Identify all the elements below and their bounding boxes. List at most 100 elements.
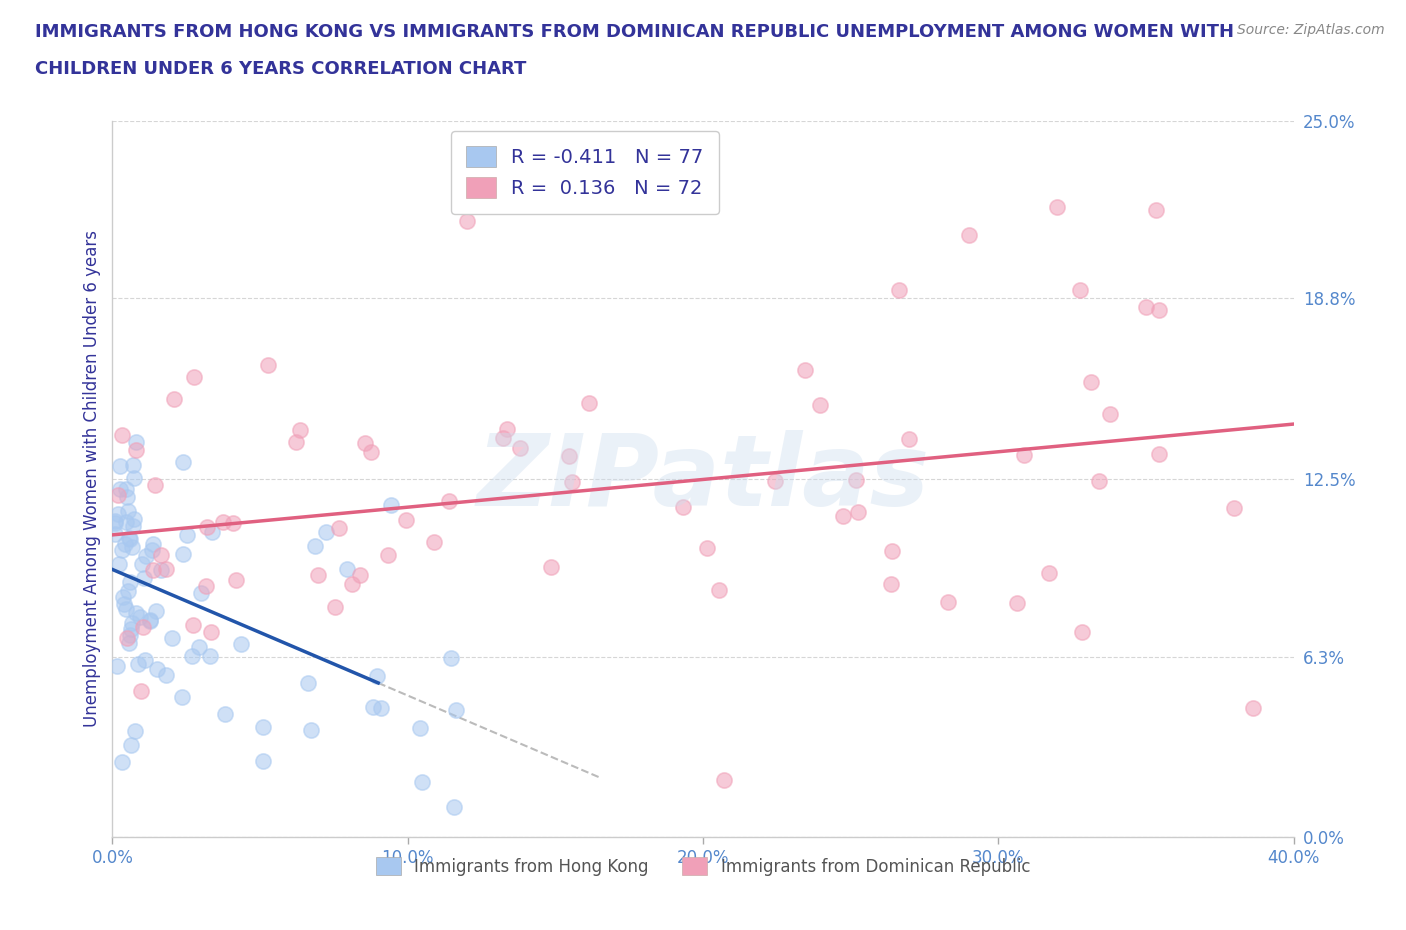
Point (492, 431, 515, 445)
Point (115, 490, 138, 505)
Point (181, 618, 204, 633)
Point (108, 556, 131, 571)
Point (107, 487, 129, 502)
Point (172, 455, 194, 470)
Point (229, 636, 252, 651)
Point (297, 675, 319, 690)
Point (377, 548, 399, 563)
Point (763, 474, 786, 489)
Point (149, 563, 172, 578)
Point (108, 458, 131, 473)
Point (115, 514, 138, 529)
Point (709, 583, 731, 598)
Point (155, 668, 177, 683)
Point (1080, 375, 1102, 390)
Point (127, 657, 149, 671)
Point (423, 534, 446, 549)
Point (936, 594, 959, 609)
Point (1241, 700, 1264, 715)
Point (793, 363, 815, 378)
Point (155, 562, 177, 577)
Point (1069, 283, 1091, 298)
Point (509, 441, 531, 456)
Point (118, 530, 141, 545)
Point (121, 539, 143, 554)
Point (104, 514, 127, 529)
Point (117, 503, 139, 518)
Legend: Immigrants from Hong Kong, Immigrants from Dominican Republic: Immigrants from Hong Kong, Immigrants fr… (370, 850, 1036, 883)
Point (880, 577, 903, 591)
Point (104, 526, 127, 541)
Point (194, 578, 217, 593)
Point (354, 436, 377, 451)
Point (115, 631, 138, 645)
Point (142, 537, 165, 551)
Point (443, 799, 465, 814)
Point (845, 472, 868, 487)
Point (141, 542, 163, 557)
Point (180, 648, 202, 663)
Point (360, 445, 382, 459)
Point (284, 434, 307, 449)
Point (328, 521, 350, 536)
Point (370, 700, 392, 715)
Point (195, 519, 218, 534)
Point (112, 596, 135, 611)
Point (139, 614, 162, 629)
Point (1012, 447, 1035, 462)
Point (380, 498, 402, 512)
Point (134, 653, 156, 668)
Point (456, 214, 478, 229)
Point (897, 432, 920, 446)
Point (160, 631, 183, 645)
Point (104, 515, 127, 530)
Point (117, 584, 139, 599)
Point (1038, 566, 1060, 581)
Point (200, 624, 222, 639)
Point (122, 519, 145, 534)
Point (561, 475, 583, 490)
Point (145, 604, 167, 618)
Point (409, 721, 432, 736)
Point (122, 458, 145, 472)
Point (131, 620, 153, 635)
Point (139, 613, 162, 628)
Point (1046, 199, 1069, 214)
Point (411, 775, 433, 790)
Point (578, 396, 600, 411)
Point (111, 542, 134, 557)
Point (437, 493, 460, 508)
Point (108, 482, 131, 497)
Point (880, 544, 903, 559)
Point (446, 703, 468, 718)
Point (1223, 500, 1246, 515)
Point (225, 573, 247, 588)
Point (135, 549, 157, 564)
Point (1144, 203, 1167, 218)
Point (163, 392, 186, 406)
Point (115, 482, 138, 497)
Point (118, 627, 141, 642)
Point (832, 509, 855, 524)
Point (114, 537, 136, 551)
Point (299, 723, 322, 737)
Point (214, 707, 236, 722)
Point (125, 605, 148, 620)
Point (115, 601, 138, 616)
Point (1005, 595, 1028, 610)
Point (713, 772, 735, 787)
Point (124, 724, 146, 738)
Point (496, 422, 519, 437)
Point (120, 622, 142, 637)
Point (257, 357, 280, 372)
Point (342, 577, 364, 591)
Point (124, 471, 146, 485)
Point (120, 737, 142, 752)
Point (887, 283, 910, 298)
Point (172, 547, 194, 562)
Point (150, 547, 173, 562)
Point (335, 562, 357, 577)
Point (1088, 473, 1111, 488)
Point (848, 504, 870, 519)
Y-axis label: Unemployment Among Women with Children Under 6 years: Unemployment Among Women with Children U… (83, 231, 101, 727)
